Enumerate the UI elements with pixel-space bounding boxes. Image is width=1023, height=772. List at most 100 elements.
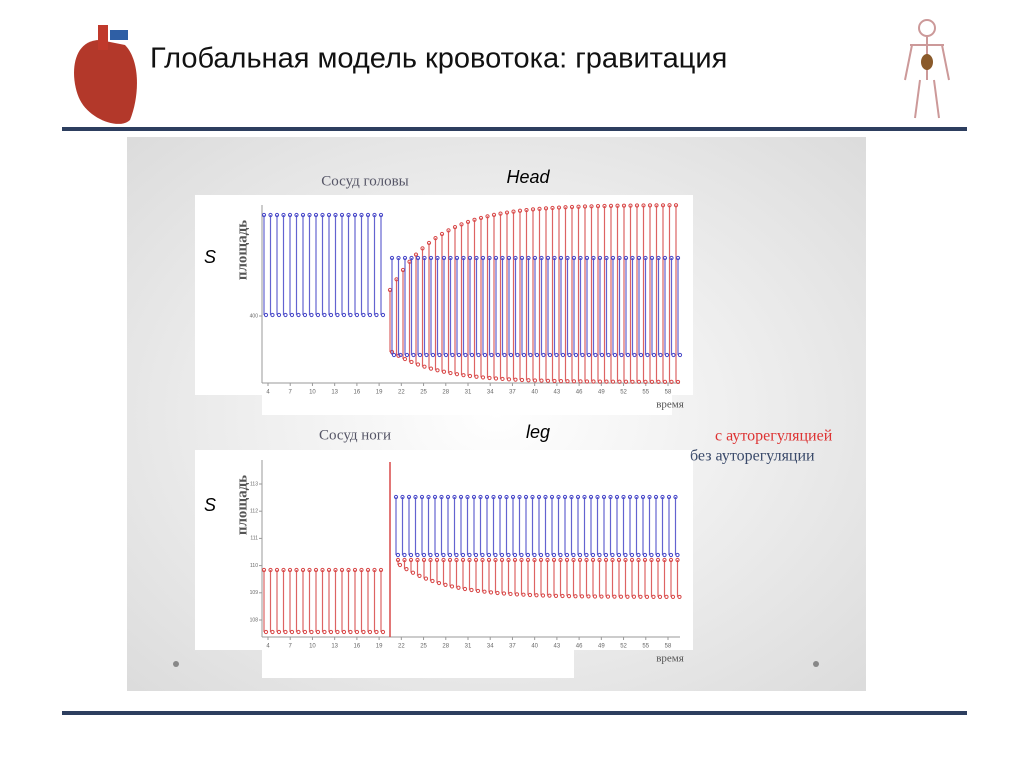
waveform-dot xyxy=(309,629,314,635)
waveform-dot xyxy=(656,255,661,261)
waveform-dot xyxy=(599,352,605,358)
waveform-dot xyxy=(420,246,425,251)
legend-entry: с ауторегуляцией xyxy=(715,428,833,445)
waveform-dot xyxy=(603,557,609,563)
waveform-dot xyxy=(525,552,531,558)
waveform-dot xyxy=(616,552,622,558)
waveform-dot xyxy=(525,557,531,563)
waveform-dot xyxy=(584,552,589,558)
waveform-dot xyxy=(315,312,321,318)
waveform-dot xyxy=(534,352,540,358)
waveform-dot xyxy=(499,552,505,558)
waveform-dot xyxy=(512,552,518,558)
waveform-dot xyxy=(532,255,538,261)
x-axis-label: время xyxy=(656,399,684,411)
waveform-dot xyxy=(541,352,546,358)
chart-bg xyxy=(262,650,574,678)
waveform-dot xyxy=(649,552,654,558)
waveform-dot xyxy=(367,629,373,635)
waveform-dot xyxy=(562,494,568,500)
waveform-dot xyxy=(625,352,631,358)
chart-label: Head xyxy=(506,167,550,187)
waveform-dot xyxy=(474,255,479,261)
waveform-dot xyxy=(359,567,364,573)
waveform-dot xyxy=(653,494,659,500)
waveform-dot xyxy=(268,212,273,218)
waveform-dot xyxy=(397,562,403,568)
waveform-dot xyxy=(603,552,609,558)
waveform-dot xyxy=(675,379,681,385)
waveform-dot xyxy=(415,255,421,261)
waveform-dot xyxy=(545,552,550,558)
waveform-dot xyxy=(465,219,471,225)
waveform-dot xyxy=(657,594,663,599)
waveform-dot xyxy=(582,494,587,500)
waveform-dot xyxy=(493,557,498,563)
waveform-dot xyxy=(606,352,611,358)
waveform-dot xyxy=(675,255,681,261)
waveform-dot xyxy=(538,557,544,563)
waveform-dot xyxy=(469,587,474,593)
waveform-dot xyxy=(552,255,557,261)
waveform-dot xyxy=(276,629,282,635)
x-tick-label: 58 xyxy=(665,390,672,396)
waveform-dot xyxy=(584,557,589,563)
waveform-dot xyxy=(460,552,466,558)
waveform-dot xyxy=(476,352,481,358)
waveform-dot xyxy=(534,593,539,598)
waveform-dot xyxy=(428,366,434,371)
waveform-dot xyxy=(543,206,549,211)
waveform-dot xyxy=(348,312,353,318)
waveform-dot xyxy=(610,557,615,563)
waveform-dot xyxy=(621,494,626,500)
waveform-dot xyxy=(597,557,602,563)
waveform-dot xyxy=(554,352,559,358)
waveform-dot xyxy=(471,494,477,500)
waveform-dot xyxy=(452,225,458,230)
waveform-dot xyxy=(283,629,288,635)
x-tick-label: 7 xyxy=(289,644,293,650)
waveform-dot xyxy=(313,212,319,218)
waveform-dot xyxy=(480,557,485,563)
waveform-dot xyxy=(552,378,557,384)
waveform-dot xyxy=(413,252,419,257)
waveform-dot xyxy=(281,212,286,218)
chart-bg xyxy=(262,395,672,415)
waveform-dot xyxy=(519,557,524,563)
waveform-dot xyxy=(448,370,453,376)
waveform-dot xyxy=(519,552,524,558)
waveform-dot xyxy=(590,557,596,563)
waveform-dot xyxy=(402,356,408,362)
waveform-dot xyxy=(374,629,379,635)
waveform-dot xyxy=(630,255,635,261)
waveform-dot xyxy=(430,352,436,358)
waveform-dot xyxy=(486,552,492,558)
waveform-dot xyxy=(484,494,490,500)
waveform-dot xyxy=(558,557,563,563)
waveform-dot xyxy=(629,557,635,563)
x-tick-label: 52 xyxy=(620,390,627,396)
x-tick-label: 46 xyxy=(576,390,583,396)
waveform-dot xyxy=(591,255,596,261)
x-tick-label: 40 xyxy=(531,644,538,650)
waveform-dot xyxy=(406,494,412,500)
waveform-dot xyxy=(632,352,637,358)
waveform-dot xyxy=(601,494,607,500)
x-tick-label: 25 xyxy=(420,644,427,650)
waveform-dot xyxy=(320,567,325,573)
waveform-dot xyxy=(473,557,479,563)
y-tick-label: 112 xyxy=(250,509,258,515)
waveform-dot xyxy=(651,594,656,599)
waveform-dot xyxy=(289,629,295,635)
waveform-dot xyxy=(623,379,629,384)
waveform-dot xyxy=(590,552,596,558)
waveform-dot xyxy=(513,255,518,261)
waveform-dot xyxy=(510,494,516,500)
waveform-dot xyxy=(459,222,464,227)
waveform-dot xyxy=(553,593,559,598)
waveform-dot xyxy=(402,552,407,558)
waveform-dot xyxy=(504,210,510,215)
x-tick-label: 31 xyxy=(465,644,472,650)
waveform-dot xyxy=(404,352,410,358)
